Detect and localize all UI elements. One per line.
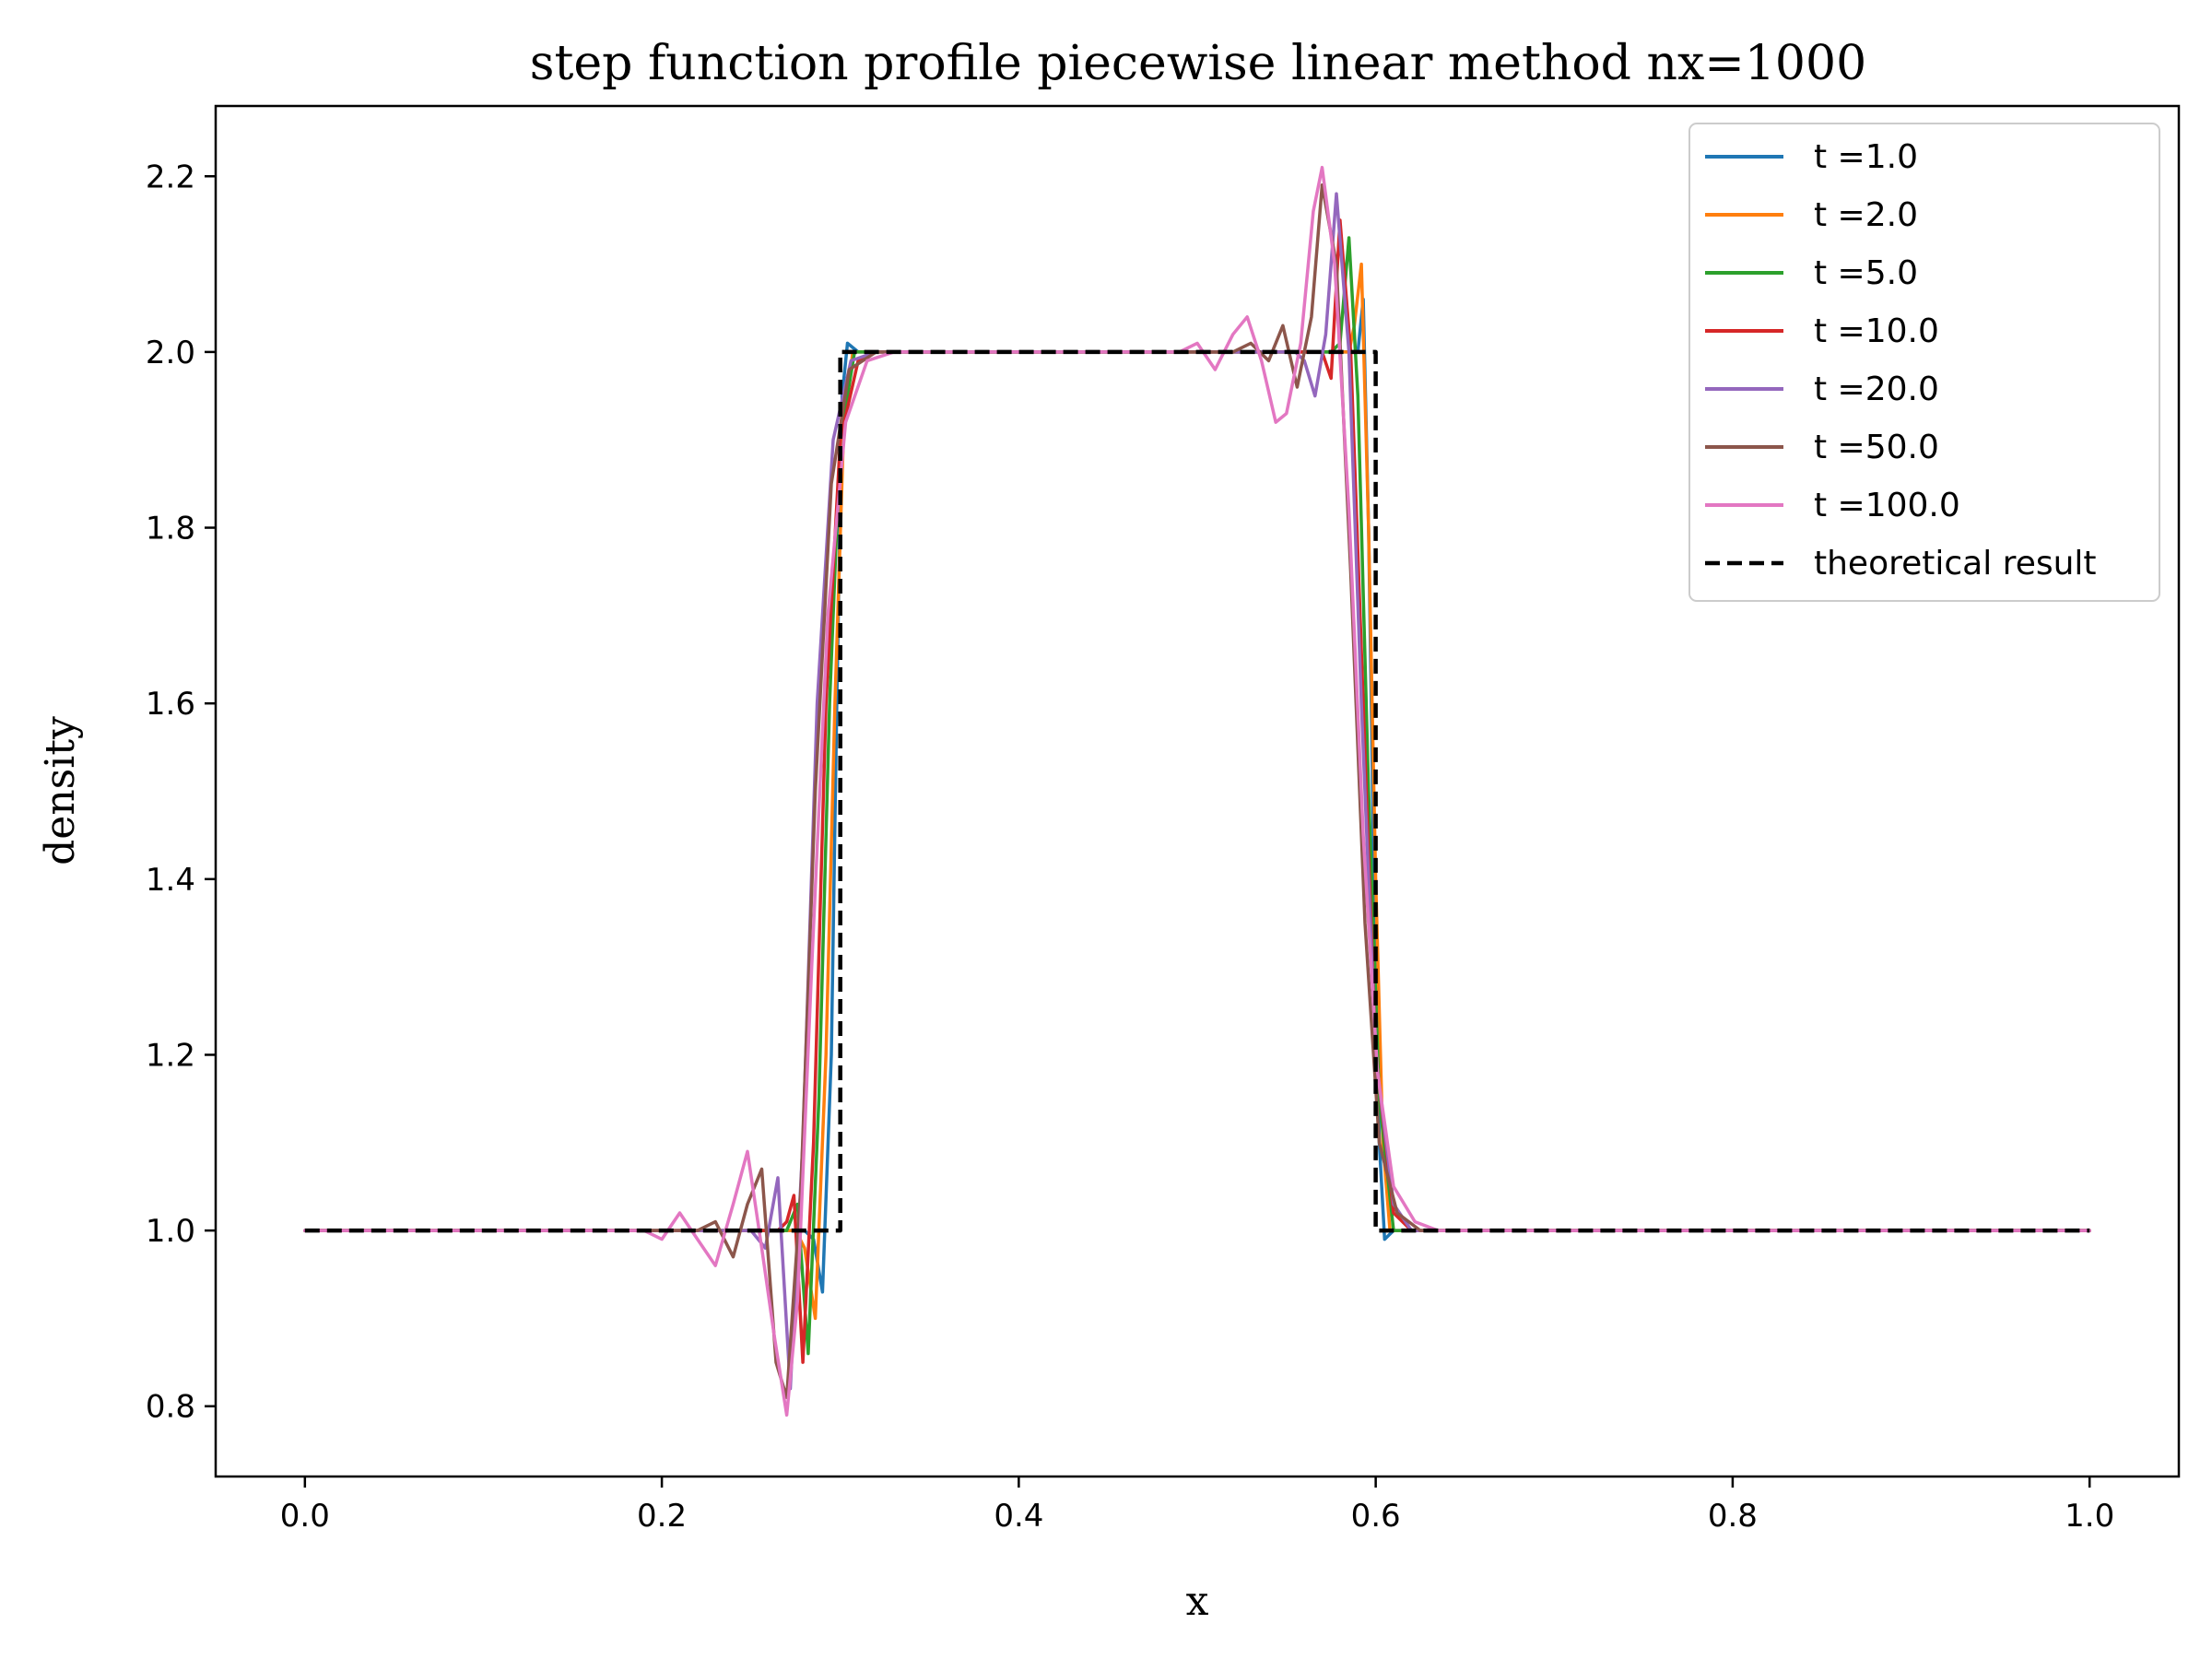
x-axis-label: x xyxy=(1186,1578,1209,1625)
legend: t =1.0 t =2.0 t =5.0 t =10.0 t =20.0 t =50.0 t… xyxy=(1688,123,2160,602)
chart-title: step function profile piecewise linear m… xyxy=(530,36,1866,91)
x-tick-label: 0.0 xyxy=(280,1498,330,1535)
x-tick-label: 0.4 xyxy=(994,1498,1043,1535)
x-tick-label: 0.2 xyxy=(637,1498,687,1535)
legend-box xyxy=(1688,123,2160,602)
plot-frame xyxy=(214,104,2181,1478)
x-tick-label: 1.0 xyxy=(2065,1498,2114,1535)
legend-label: t =5.0 xyxy=(1814,254,1918,292)
legend-label: t =20.0 xyxy=(1814,371,1939,408)
x-tick-label: 0.6 xyxy=(1351,1498,1401,1535)
series-line-7 xyxy=(304,349,2090,1233)
y-axis: 0.8 1.0 1.2 1.4 1.6 1.8 2.0 2.2 xyxy=(146,159,216,1426)
y-axis-label: density xyxy=(37,716,84,865)
y-tick-label: 1.6 xyxy=(146,686,195,723)
legend-label: t =100.0 xyxy=(1814,487,1960,524)
legend-label: t =50.0 xyxy=(1814,429,1939,466)
legend-label: t =2.0 xyxy=(1814,196,1918,234)
y-tick-label: 2.0 xyxy=(146,335,195,371)
legend-label: theoretical result xyxy=(1814,545,2097,582)
y-tick-label: 2.2 xyxy=(146,159,195,195)
legend-label: t =1.0 xyxy=(1814,138,1918,176)
legend-label: t =10.0 xyxy=(1814,312,1939,350)
x-axis: 0.0 0.2 0.4 0.6 0.8 1.0 xyxy=(280,1477,2114,1535)
y-tick-label: 1.0 xyxy=(146,1213,195,1250)
y-tick-label: 1.4 xyxy=(146,862,195,899)
x-tick-label: 0.8 xyxy=(1708,1498,1758,1535)
y-tick-label: 1.8 xyxy=(146,511,195,547)
y-tick-label: 1.2 xyxy=(146,1037,195,1074)
series-layer xyxy=(303,165,2091,1418)
y-tick-label: 0.8 xyxy=(146,1389,195,1426)
